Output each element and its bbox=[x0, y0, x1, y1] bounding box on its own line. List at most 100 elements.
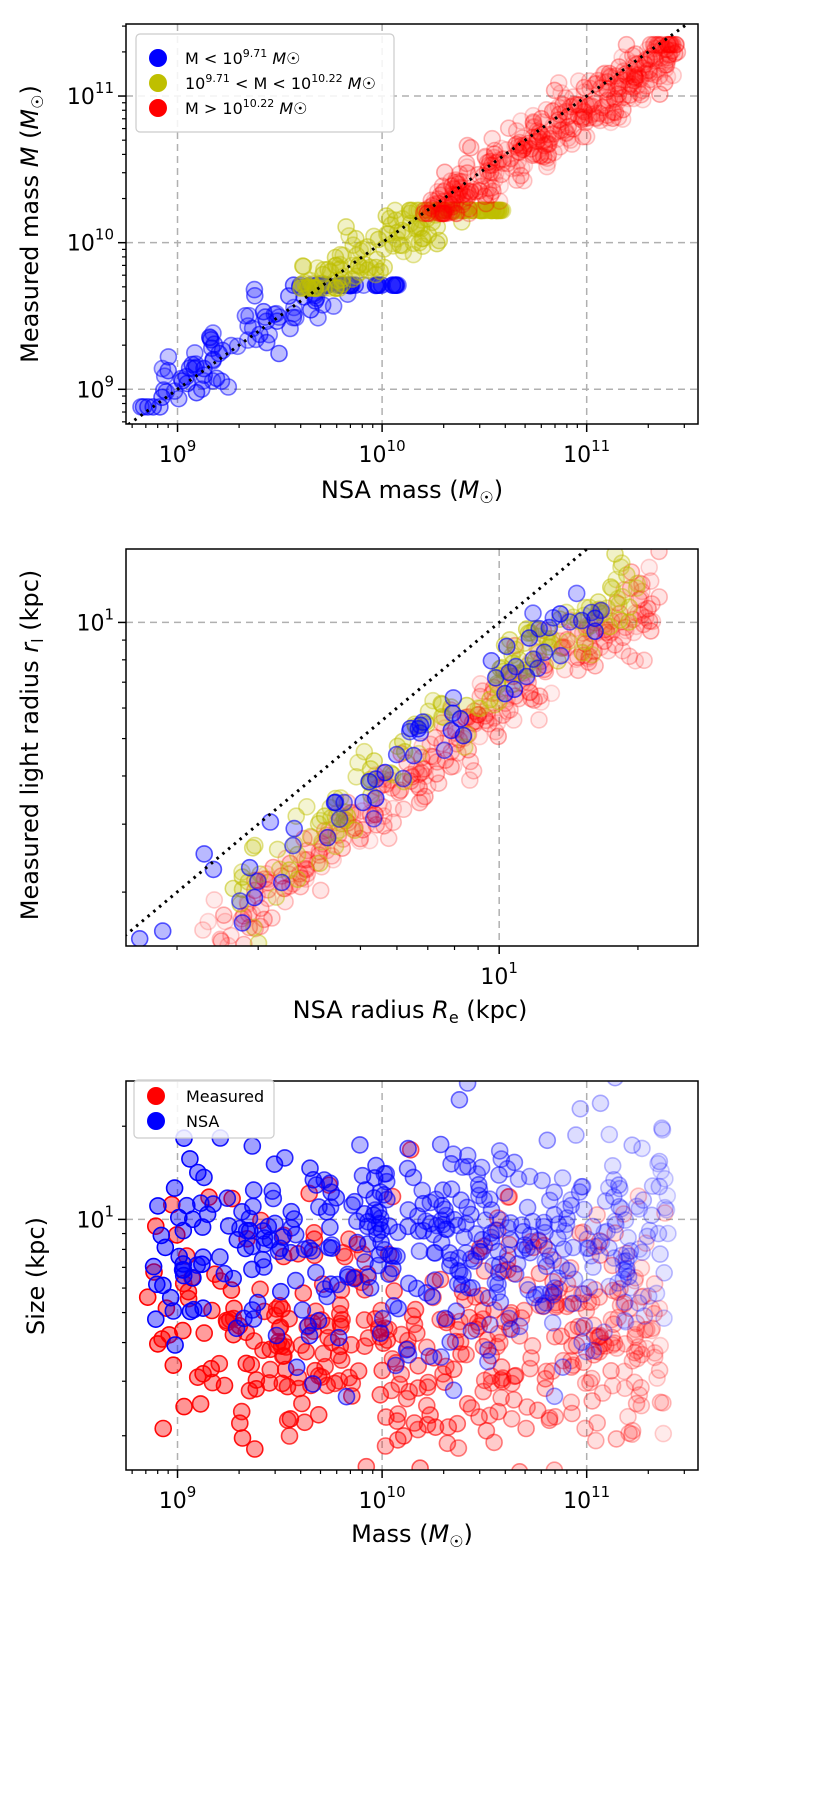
data-point bbox=[625, 67, 643, 86]
data-point bbox=[510, 1317, 529, 1336]
data-point bbox=[450, 172, 469, 191]
legend: M < 109.71 M☉ 109.71 < M < 1010.22 M☉ M > … bbox=[135, 33, 395, 133]
data-point bbox=[315, 1280, 334, 1298]
data-point bbox=[651, 1393, 670, 1412]
data-point bbox=[500, 663, 518, 682]
data-point bbox=[492, 165, 511, 184]
axes-frame bbox=[125, 548, 699, 947]
data-point bbox=[582, 1369, 601, 1388]
data-point bbox=[444, 689, 463, 707]
data-point bbox=[357, 1457, 376, 1470]
data-point bbox=[453, 172, 472, 191]
data-point bbox=[321, 1218, 339, 1237]
outliers bbox=[130, 845, 223, 946]
data-point bbox=[458, 1081, 477, 1092]
data-point bbox=[459, 185, 478, 203]
data-point bbox=[564, 1238, 582, 1257]
data-point bbox=[508, 138, 527, 157]
data-point bbox=[413, 1181, 432, 1200]
data-point bbox=[343, 270, 362, 289]
data-point bbox=[623, 1421, 642, 1440]
y-tick-label: 109 bbox=[76, 372, 114, 403]
data-point bbox=[620, 1424, 638, 1442]
data-point bbox=[442, 172, 460, 190]
data-point bbox=[442, 203, 461, 221]
data-point bbox=[530, 129, 549, 148]
data-point bbox=[524, 113, 543, 131]
data-point bbox=[573, 108, 592, 127]
legend-marker bbox=[147, 1087, 165, 1105]
data-point bbox=[598, 83, 616, 101]
data-point bbox=[478, 162, 497, 180]
data-point bbox=[310, 1198, 328, 1216]
data-point bbox=[518, 1276, 537, 1294]
data-point bbox=[625, 1271, 644, 1290]
data-point bbox=[609, 1308, 628, 1327]
data-point bbox=[360, 772, 378, 791]
data-point bbox=[581, 637, 599, 656]
data-point bbox=[301, 827, 320, 846]
data-point bbox=[562, 1393, 581, 1412]
data-point bbox=[434, 201, 453, 220]
data-point bbox=[600, 1239, 618, 1257]
data-point bbox=[461, 138, 480, 157]
data-point bbox=[298, 864, 317, 883]
data-point bbox=[617, 1263, 636, 1281]
data-point bbox=[259, 870, 278, 889]
data-point bbox=[652, 51, 671, 70]
data-point bbox=[524, 106, 543, 125]
data-point bbox=[447, 171, 465, 189]
data-point bbox=[607, 1339, 626, 1357]
data-point bbox=[164, 1356, 183, 1374]
data-point bbox=[539, 136, 557, 154]
data-point bbox=[318, 828, 337, 847]
data-point bbox=[616, 1335, 634, 1353]
data-point bbox=[575, 1316, 594, 1335]
data-point bbox=[195, 1168, 213, 1187]
data-point bbox=[540, 618, 559, 637]
data-point bbox=[231, 892, 249, 910]
data-point bbox=[272, 873, 291, 892]
data-point bbox=[632, 589, 650, 608]
data-point bbox=[448, 1414, 467, 1433]
data-point bbox=[489, 1242, 507, 1261]
data-point bbox=[288, 845, 307, 864]
data-point bbox=[425, 192, 444, 210]
data-point bbox=[642, 1321, 661, 1340]
data-point bbox=[486, 164, 505, 182]
data-point bbox=[552, 121, 570, 140]
data-point bbox=[523, 146, 542, 165]
data-point bbox=[663, 41, 681, 60]
data-point bbox=[437, 193, 456, 211]
data-point bbox=[518, 1398, 536, 1416]
data-point bbox=[523, 1337, 542, 1355]
data-point bbox=[551, 138, 569, 156]
data-point bbox=[532, 1285, 550, 1304]
data-point bbox=[187, 355, 205, 373]
data-point bbox=[410, 233, 429, 252]
data-point bbox=[249, 934, 268, 946]
data-point bbox=[645, 1304, 663, 1323]
data-point bbox=[138, 1288, 157, 1306]
data-point bbox=[325, 793, 344, 812]
data-point bbox=[558, 630, 577, 649]
data-point bbox=[419, 702, 438, 721]
data-point bbox=[513, 140, 532, 159]
data-point bbox=[612, 554, 631, 573]
data-point bbox=[377, 207, 396, 225]
data-point bbox=[548, 130, 567, 148]
data-point bbox=[477, 194, 495, 213]
data-point bbox=[571, 1100, 590, 1118]
data-point bbox=[471, 201, 489, 220]
data-point bbox=[600, 89, 619, 107]
data-point bbox=[530, 1296, 549, 1315]
data-point bbox=[174, 1261, 193, 1279]
data-point bbox=[643, 1177, 662, 1195]
y-axis-label: Measured mass M (M☉) bbox=[16, 85, 47, 363]
data-point bbox=[433, 707, 451, 726]
data-point bbox=[280, 861, 299, 879]
data-point bbox=[605, 1249, 624, 1267]
data-point bbox=[445, 1210, 464, 1229]
data-point bbox=[477, 711, 496, 730]
data-point bbox=[471, 687, 490, 706]
